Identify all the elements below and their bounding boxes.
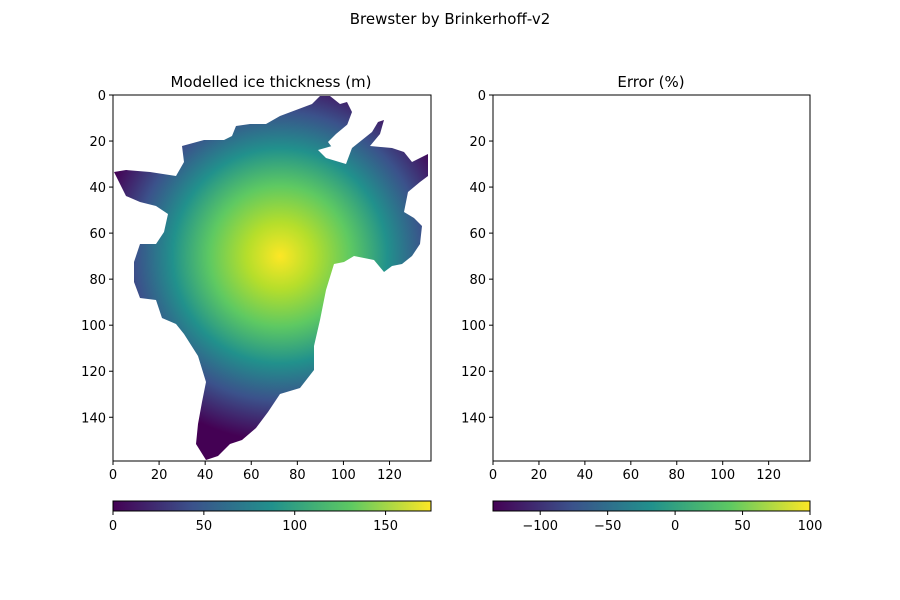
left-y-tick-label: 140 [81,411,106,426]
left-y-tick-label: 100 [81,319,106,334]
error-colorbar [492,500,811,512]
right-colorbar-tick-label: −100 [522,519,558,534]
right-y-tick-label: 140 [461,411,486,426]
right-x-tick-label: 100 [710,468,735,483]
glacier-inner-hole [328,118,364,150]
thickness-colorbar-ticks: 0 50 100 150 [109,511,398,534]
right-colorbar-tick-label: −50 [594,519,621,534]
right-y-tick-label: 40 [469,181,486,196]
left-y-tick-label: 40 [89,181,106,196]
thickness-panel: Modelled ice thickness (m) 0 20 40 60 80 100 1… [81,73,432,534]
right-y-tick-label: 100 [461,319,486,334]
left-x-tick-label: 100 [331,468,356,483]
left-x-tick-label: 120 [377,468,402,483]
right-x-tick-label: 60 [623,468,640,483]
left-colorbar-tick-label: 0 [109,519,117,534]
right-x-tick-label: 80 [668,468,685,483]
left-colorbar-tick-label: 50 [196,519,213,534]
right-x-tick-label: 120 [756,468,781,483]
right-y-tick-label: 120 [461,365,486,380]
left-x-tick-label: 0 [109,468,117,483]
right-y-tick-label: 80 [469,273,486,288]
left-x-tick-label: 40 [197,468,214,483]
left-colorbar-tick-label: 100 [282,519,307,534]
glacier-thickness-field [114,96,428,460]
error-panel-title: Error (%) [617,73,684,91]
left-y-tick-label: 60 [89,227,106,242]
right-colorbar-tick-label: 50 [734,519,751,534]
error-colorbar-ticks: −100 −50 0 50 100 [522,511,822,534]
right-y-tick-label: 60 [469,227,486,242]
right-y-tick-label: 20 [469,135,486,150]
thickness-panel-title: Modelled ice thickness (m) [170,73,371,91]
figure-suptitle: Brewster by Brinkerhoff-v2 [350,10,551,28]
left-y-tick-label: 0 [98,89,106,104]
error-x-ticks: 0 20 40 60 80 100 120 [489,461,781,483]
right-x-tick-label: 0 [489,468,497,483]
thickness-axes-frame [112,94,432,462]
right-x-tick-label: 20 [531,468,548,483]
thickness-colorbar [112,500,432,512]
left-x-tick-label: 60 [243,468,260,483]
error-axes-frame [492,94,811,462]
right-colorbar-tick-label: 0 [671,519,679,534]
left-y-tick-label: 20 [89,135,106,150]
thickness-x-ticks: 0 20 40 60 80 100 120 [109,461,402,483]
left-y-tick-label: 120 [81,365,106,380]
left-colorbar-tick-label: 150 [373,519,398,534]
left-y-tick-label: 80 [89,273,106,288]
error-y-ticks: 0 20 40 60 80 100 120 140 [461,89,493,426]
left-x-tick-label: 20 [151,468,168,483]
left-x-tick-label: 80 [289,468,306,483]
thickness-y-ticks: 0 20 40 60 80 100 120 140 [81,89,113,426]
right-colorbar-tick-label: 100 [798,519,823,534]
error-panel: Error (%) 0 20 40 60 80 100 120 0 20 40 60 80 100 12… [461,73,822,534]
right-x-tick-label: 40 [577,468,594,483]
right-y-tick-label: 0 [478,89,486,104]
